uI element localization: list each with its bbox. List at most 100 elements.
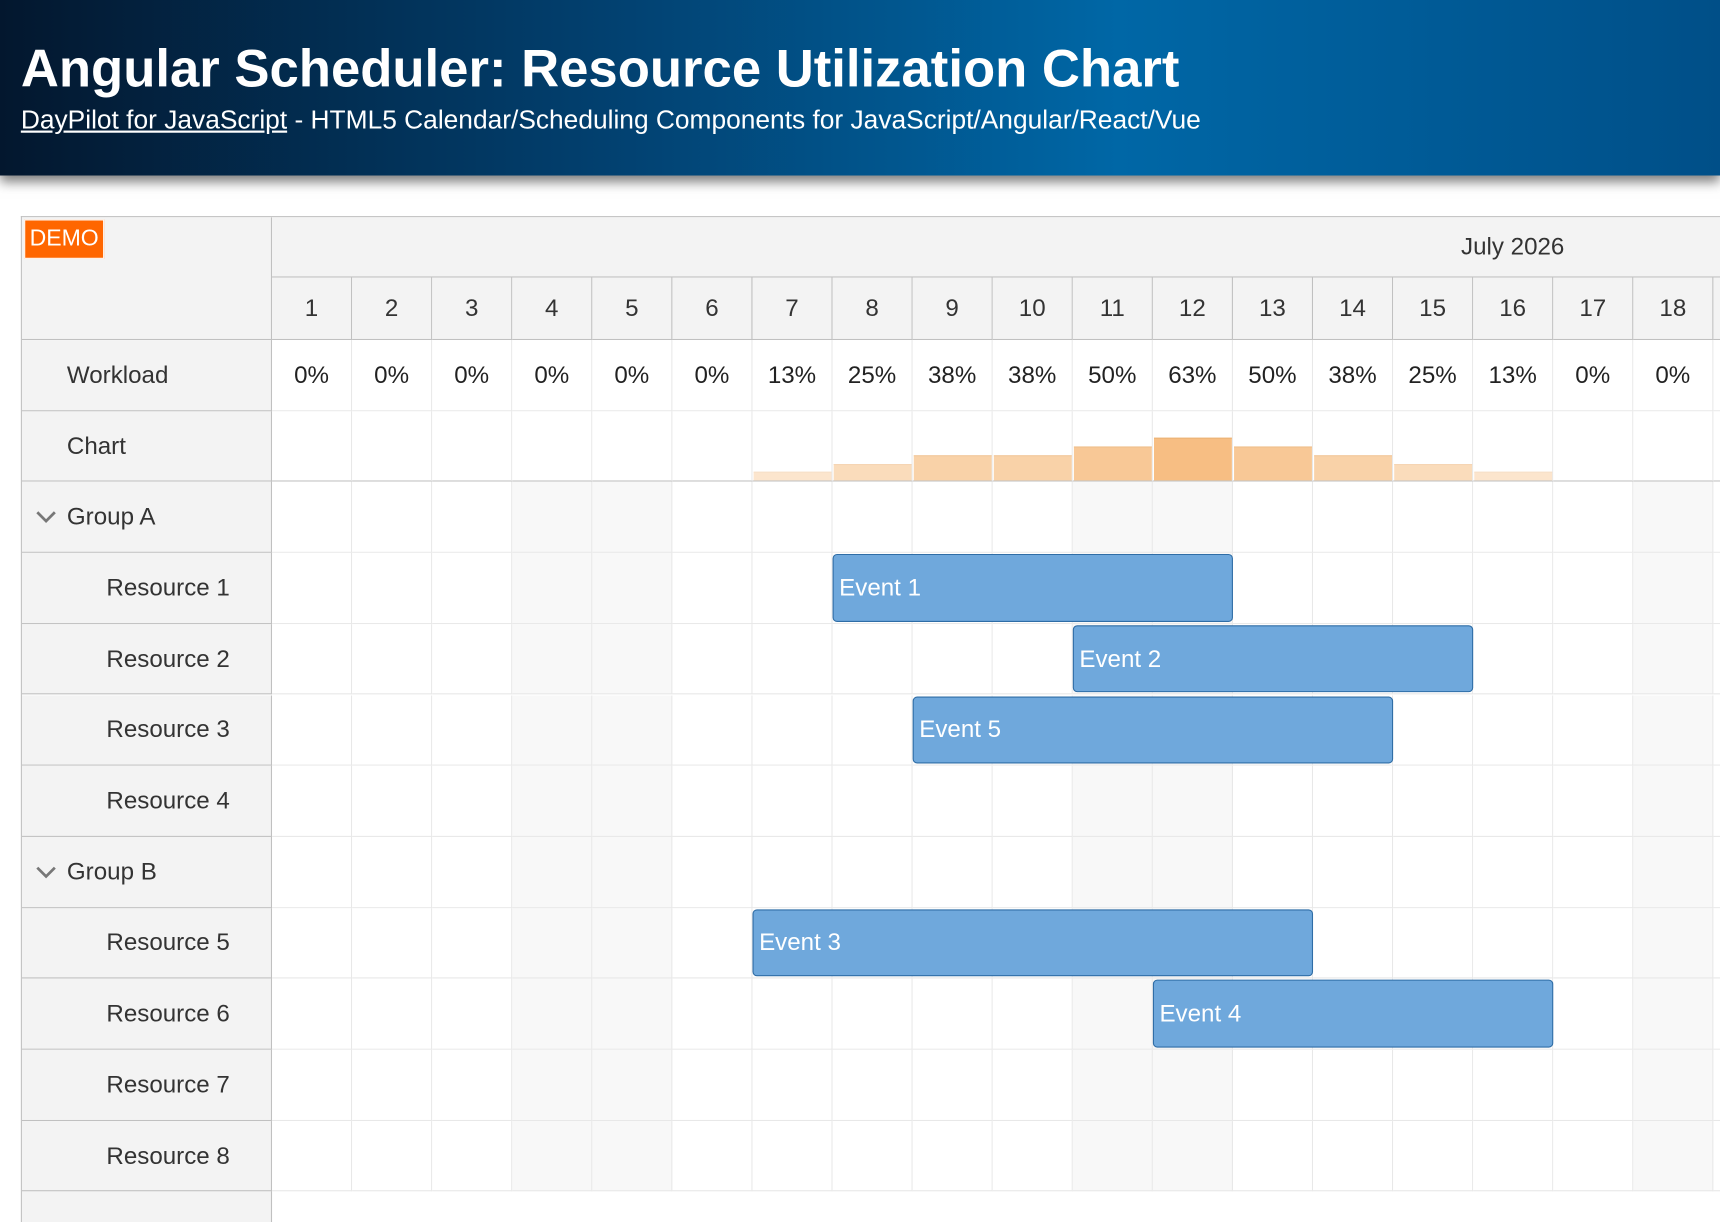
workload-label: 0% — [534, 360, 570, 389]
cell — [1152, 1120, 1233, 1192]
cell — [1232, 481, 1314, 553]
row-header: Resource 7 — [21, 1049, 273, 1121]
cell — [1072, 978, 1153, 1050]
cell — [992, 978, 1073, 1050]
row-header: Resource 8 — [21, 1120, 273, 1192]
month-header: July 2026 — [272, 217, 1720, 278]
cell — [992, 1049, 1073, 1121]
cell — [1713, 907, 1720, 979]
workload-bar — [1394, 463, 1473, 481]
row-header[interactable]: Group B — [21, 836, 273, 908]
workload-bar — [1153, 438, 1232, 481]
cell — [672, 978, 753, 1050]
cell — [912, 481, 993, 553]
workload-label: 38% — [1008, 360, 1057, 389]
cell — [672, 907, 753, 979]
cell — [1393, 907, 1474, 979]
workload-label: 0% — [294, 360, 329, 389]
day-header: 6 — [672, 277, 753, 341]
cell — [1072, 765, 1153, 837]
event[interactable]: Event 1 — [832, 554, 1233, 622]
expand-icon[interactable] — [35, 509, 57, 524]
cell — [512, 765, 593, 837]
cell: 0% — [1633, 340, 1714, 412]
cell: 38% — [912, 340, 993, 412]
cell: 13% — [1473, 340, 1554, 412]
workload-label: 50% — [1248, 360, 1297, 389]
cell — [1152, 765, 1233, 837]
cell — [432, 1120, 513, 1192]
cell — [1713, 623, 1720, 695]
expand-icon[interactable] — [35, 864, 57, 879]
cell — [1072, 1049, 1153, 1121]
event[interactable]: Event 2 — [1072, 625, 1474, 693]
workload-bar — [1073, 446, 1152, 481]
cell — [592, 552, 673, 624]
cell — [1232, 1049, 1314, 1121]
cell — [352, 552, 433, 624]
cell: 13% — [752, 340, 833, 412]
workload-bar — [1314, 455, 1393, 481]
cell — [752, 1049, 833, 1121]
workload-label: 0% — [1575, 360, 1611, 389]
workload-label: 0% — [694, 360, 730, 389]
cell — [352, 836, 433, 908]
cell: 38% — [1313, 340, 1394, 412]
cell — [512, 623, 593, 695]
cell — [512, 552, 593, 624]
workload-label: 13% — [767, 360, 817, 389]
row-header[interactable]: Group A — [21, 481, 273, 553]
cell — [672, 411, 753, 482]
row-header — [21, 1191, 273, 1222]
cell — [1313, 1049, 1394, 1121]
workload-label: 0% — [454, 360, 490, 389]
cell — [1232, 552, 1314, 624]
cell: 0% — [672, 340, 753, 412]
cell — [272, 907, 353, 979]
cell — [272, 765, 353, 837]
cell — [1313, 481, 1394, 553]
cell: 0% — [512, 340, 593, 412]
event[interactable]: Event 5 — [912, 696, 1394, 764]
cell — [992, 481, 1073, 553]
row-header: Resource 3 — [21, 694, 273, 766]
cell — [352, 411, 433, 482]
cell — [352, 978, 433, 1050]
cell — [752, 1120, 833, 1192]
cell — [1393, 1120, 1474, 1192]
cell — [1473, 765, 1554, 837]
workload-bar — [913, 455, 992, 481]
cell — [1713, 836, 1720, 908]
cell — [432, 481, 513, 553]
cell — [832, 1049, 913, 1121]
row-label: Resource 3 — [106, 715, 230, 744]
day-header: 12 — [1152, 277, 1233, 341]
cell: 25% — [832, 340, 913, 412]
cell — [672, 623, 753, 695]
workload-label: 50% — [1088, 360, 1137, 389]
cell — [912, 1120, 993, 1192]
cell — [512, 694, 593, 766]
event[interactable]: Event 3 — [752, 908, 1314, 977]
chevron — [36, 511, 56, 524]
cell — [752, 765, 833, 837]
link[interactable]: DayPilot for JavaScript — [20, 105, 288, 135]
cell — [512, 1120, 593, 1192]
cell — [1553, 765, 1634, 837]
cell — [992, 623, 1073, 695]
cell — [512, 411, 593, 482]
day-header: 10 — [992, 277, 1073, 341]
demo-badge: DEMO — [24, 219, 105, 259]
cell — [512, 978, 593, 1050]
workload-label: 0% — [374, 360, 410, 389]
cell — [672, 1120, 753, 1192]
event[interactable]: Event 4 — [1152, 979, 1554, 1048]
cell — [592, 694, 673, 766]
cell — [432, 694, 513, 766]
cell — [1713, 481, 1720, 553]
workload-label: 0% — [614, 360, 650, 389]
row-label: Resource 6 — [106, 999, 230, 1027]
cell — [752, 836, 833, 908]
day-header: 8 — [832, 277, 913, 341]
